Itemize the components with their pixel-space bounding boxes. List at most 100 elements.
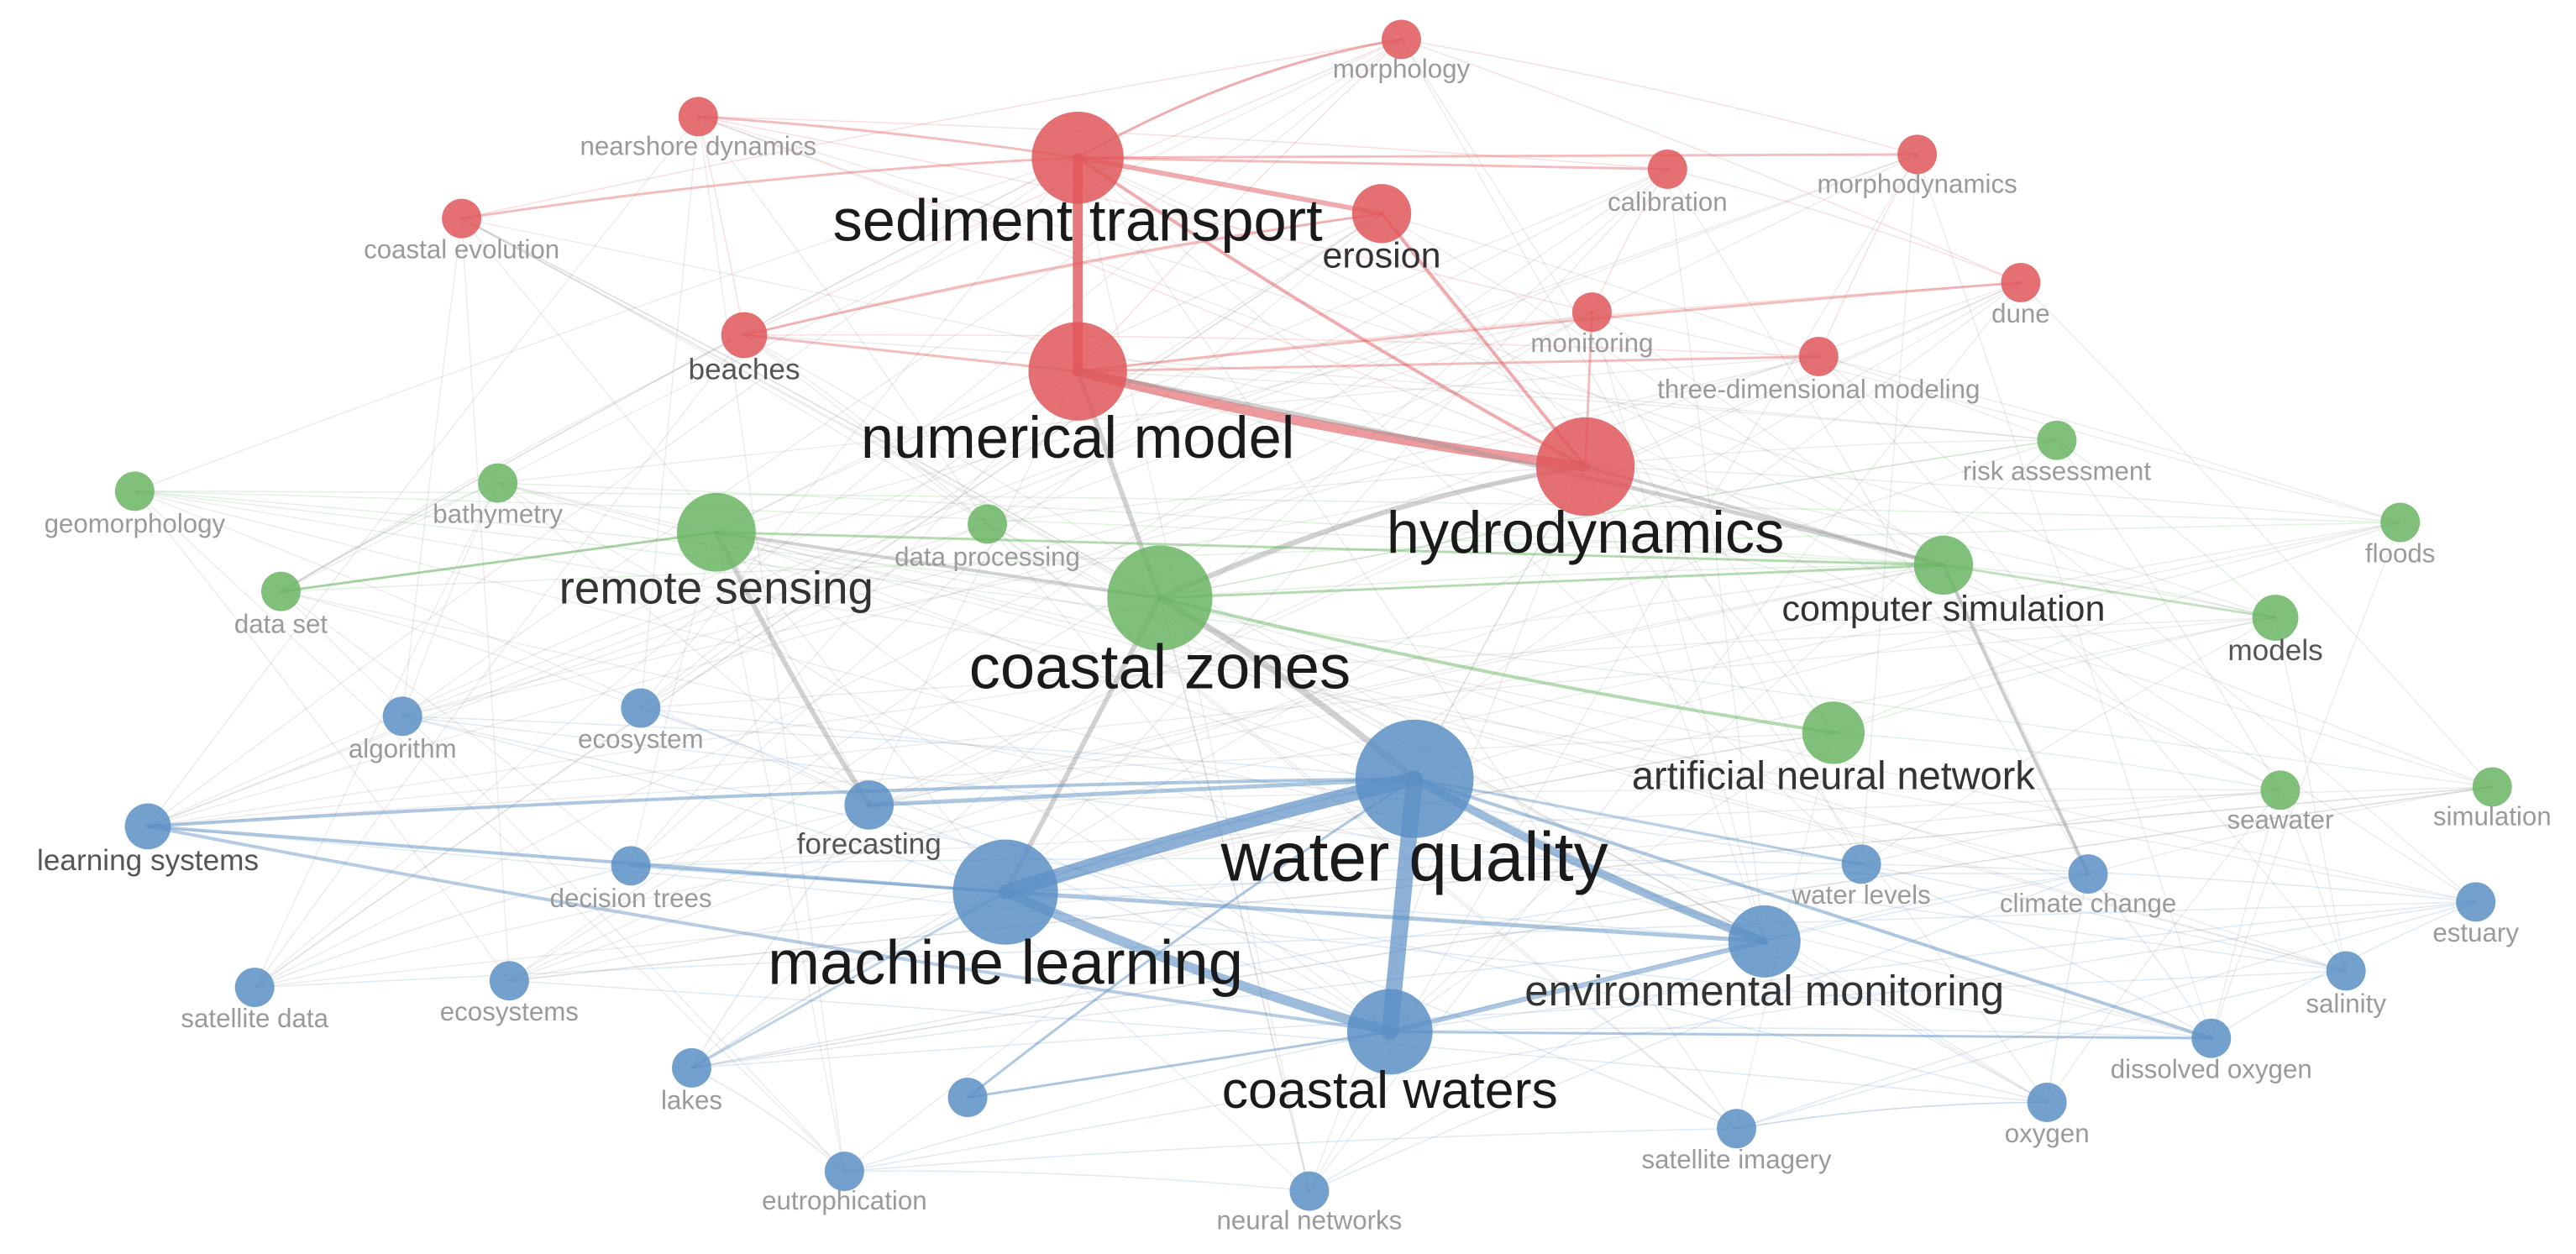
edge — [630, 370, 1078, 867]
edge — [1818, 355, 2477, 903]
edge — [401, 716, 2048, 1104]
edge — [1005, 617, 2276, 893]
edge — [134, 491, 2212, 1039]
node-label: sediment transport — [833, 187, 1324, 254]
edge — [1591, 311, 1944, 566]
edge — [966, 777, 1416, 1099]
edge — [1159, 439, 2058, 599]
edge — [1159, 597, 1310, 1192]
labels: morphology nearshore dynamics sediment tra… — [37, 54, 2552, 1235]
node-label: satellite imagery — [1641, 1145, 1831, 1174]
node-label: floods — [2365, 538, 2435, 568]
edge — [134, 491, 511, 982]
edge — [690, 786, 2494, 1069]
edge — [743, 333, 1820, 358]
edge — [460, 156, 1079, 220]
node — [1717, 1109, 1756, 1149]
node-label: bathymetry — [433, 499, 563, 528]
node — [261, 571, 301, 611]
edge — [1077, 156, 1738, 1130]
edge — [867, 776, 1417, 807]
edge — [254, 865, 632, 989]
edge — [508, 786, 2494, 982]
edge — [1414, 522, 2401, 779]
node-label: data processing — [895, 542, 1080, 571]
node — [2068, 854, 2108, 895]
edge — [986, 311, 1593, 525]
node — [621, 688, 661, 728]
edge — [1077, 156, 1310, 1192]
node — [1351, 184, 1412, 244]
edge — [401, 716, 2347, 972]
edge — [1818, 154, 1918, 358]
node — [678, 97, 718, 137]
edge — [743, 334, 2058, 441]
edge — [2280, 790, 2347, 972]
edge — [1735, 1101, 2048, 1130]
edge — [640, 370, 1078, 709]
node — [234, 968, 275, 1008]
edge — [1077, 156, 1944, 566]
edge — [460, 218, 989, 525]
edge — [1584, 439, 2058, 468]
node-label: lakes — [661, 1086, 722, 1115]
edge — [1077, 39, 1403, 372]
node-label: erosion — [1322, 235, 1440, 275]
edge — [1400, 39, 1918, 155]
node — [114, 471, 155, 512]
node — [1107, 545, 1213, 651]
edge — [401, 716, 1415, 779]
edge — [147, 564, 1944, 827]
edge — [1076, 354, 1820, 373]
edge — [743, 334, 989, 525]
node-label: learning systems — [37, 844, 259, 877]
edge — [401, 39, 1403, 717]
edge — [1157, 596, 1835, 735]
edge — [280, 590, 632, 867]
edge — [1076, 38, 1403, 160]
edge — [1860, 154, 1918, 865]
edge — [1005, 168, 1669, 893]
node — [1802, 701, 1865, 764]
edge — [1860, 790, 2281, 865]
edge — [1583, 464, 1945, 567]
edge — [966, 1030, 1392, 1099]
edge — [254, 39, 1403, 989]
edge — [147, 156, 1078, 827]
edge — [254, 522, 2401, 989]
node-label: climate change — [2000, 889, 2176, 918]
edge — [134, 491, 2494, 788]
edge — [147, 826, 2212, 1039]
node — [947, 1078, 988, 1118]
edge — [742, 212, 1383, 337]
node-label: seawater — [2227, 805, 2333, 834]
edge — [696, 115, 1079, 160]
node — [968, 504, 1008, 544]
edge — [460, 218, 2276, 619]
edge — [2210, 790, 2281, 1039]
edge — [1943, 564, 2276, 619]
edge — [280, 156, 1078, 592]
edge — [2274, 617, 2347, 972]
edge — [1076, 156, 1669, 171]
node — [382, 696, 422, 737]
edge — [1075, 369, 1946, 568]
edge — [254, 212, 1382, 989]
node — [1031, 112, 1124, 204]
edge — [280, 590, 846, 1173]
node-label: simulation — [2433, 801, 2552, 831]
edge — [868, 281, 2022, 806]
node — [124, 803, 171, 850]
node-label: monitoring — [1530, 328, 1653, 358]
edge — [496, 482, 1415, 779]
edge — [280, 482, 499, 592]
node — [721, 312, 768, 359]
edge — [1584, 465, 2401, 523]
edge — [843, 1127, 1738, 1173]
edge — [1005, 873, 2089, 893]
edge — [1591, 311, 2401, 523]
node-label: salinity — [2306, 989, 2386, 1018]
edge — [1413, 777, 2213, 1041]
edge — [1387, 938, 1767, 1035]
edge — [280, 531, 718, 593]
